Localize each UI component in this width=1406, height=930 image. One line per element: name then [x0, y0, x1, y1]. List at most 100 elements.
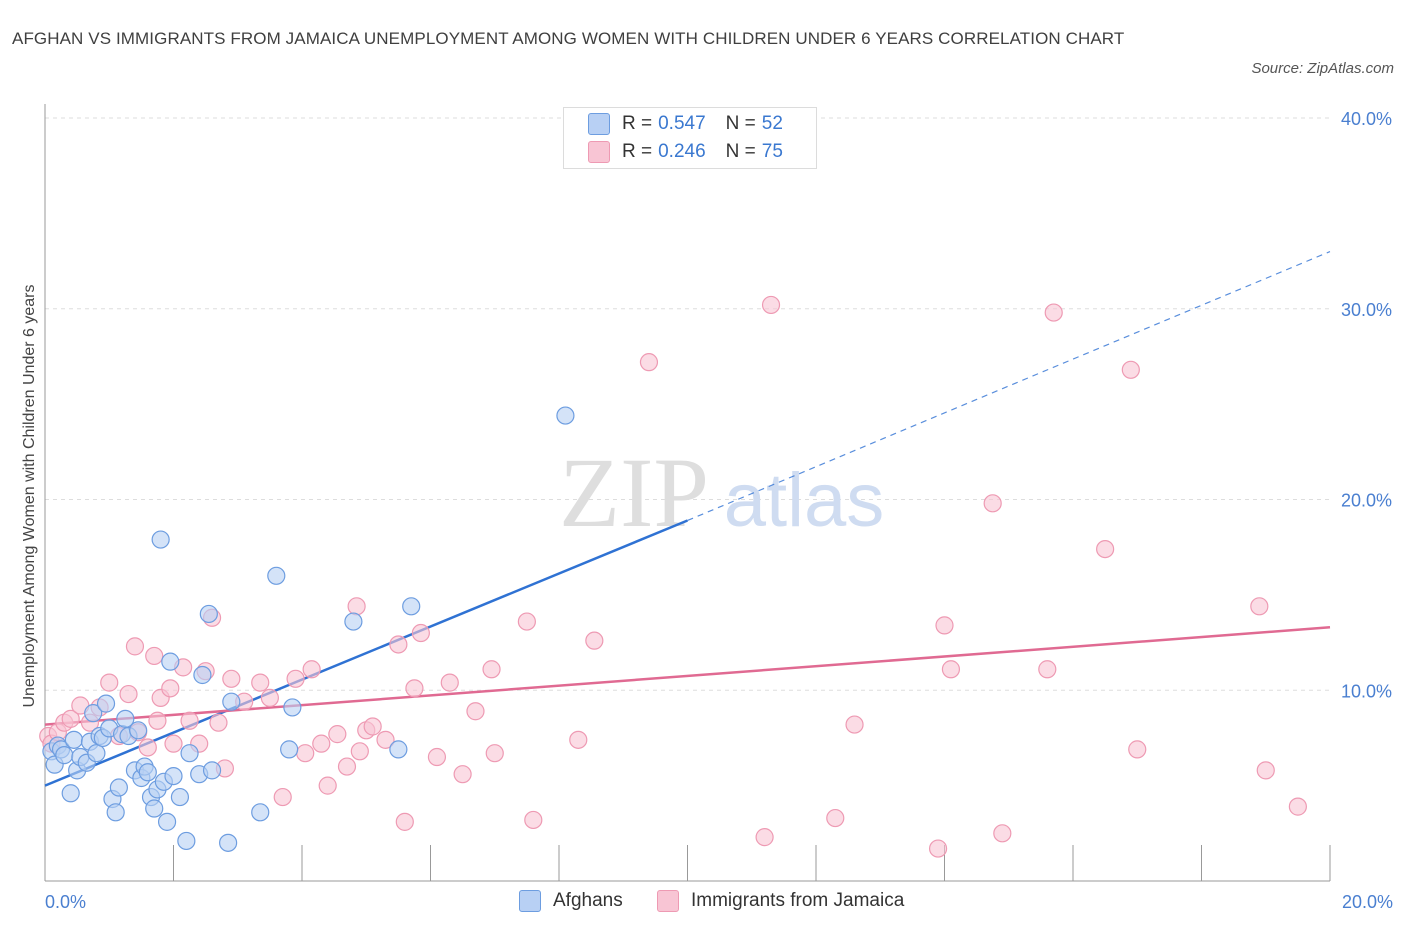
point-jamaica: [1288, 797, 1307, 816]
point-jamaica: [318, 776, 337, 795]
point-afghans: [157, 812, 177, 831]
gridlines: [45, 117, 1330, 691]
point-jamaica: [395, 812, 414, 831]
point-afghans: [280, 740, 299, 759]
point-afghans: [251, 803, 270, 822]
point-afghans: [87, 744, 106, 763]
point-jamaica: [993, 824, 1012, 843]
legend-row-afghans: R = 0.547 N = 52: [588, 110, 783, 138]
point-jamaica: [411, 623, 430, 643]
y-tick-label: 20.0%: [1341, 491, 1392, 511]
point-jamaica: [125, 637, 145, 656]
point-jamaica: [337, 757, 357, 776]
point-jamaica: [1096, 539, 1115, 559]
x-tick-label: 0.0%: [45, 892, 86, 912]
point-jamaica: [826, 808, 845, 828]
legend-r-label: R =: [622, 113, 653, 134]
point-jamaica: [524, 810, 543, 830]
point-jamaica: [983, 494, 1002, 513]
point-afghans: [180, 744, 199, 763]
chart-title: AFGHAN VS IMMIGRANTS FROM JAMAICA UNEMPL…: [12, 29, 1125, 48]
point-jamaica: [138, 738, 157, 757]
point-afghans: [177, 831, 196, 851]
point-jamaica: [440, 673, 459, 692]
point-afghans: [145, 799, 164, 818]
point-jamaica: [928, 839, 948, 858]
y-tick-label: 40.0%: [1341, 109, 1392, 129]
point-afghans: [151, 530, 170, 549]
point-afghans: [556, 406, 575, 425]
point-jamaica: [405, 679, 424, 698]
point-afghans: [61, 784, 80, 803]
trend-extension-afghans: [687, 250, 1331, 522]
stats-legend: R = 0.547 N = 52 R = 0.246 N = 75: [563, 107, 817, 169]
point-jamaica: [286, 669, 305, 688]
point-jamaica: [1044, 303, 1063, 322]
point-jamaica: [61, 709, 80, 728]
legend-r-value-jamaica: 0.246: [658, 141, 706, 162]
point-jamaica: [273, 787, 292, 807]
trend-line-jamaica: [44, 626, 1331, 726]
x-tick-label: 20.0%: [1342, 892, 1393, 912]
point-jamaica: [569, 730, 588, 749]
watermark-zip: ZIP: [559, 437, 709, 548]
point-afghans: [202, 761, 222, 780]
legend-n-value-afghans: 52: [761, 113, 783, 134]
point-jamaica: [1121, 360, 1140, 379]
source-label: Source: ZipAtlas.com: [1251, 60, 1394, 77]
point-jamaica: [585, 631, 604, 650]
point-jamaica: [302, 660, 321, 679]
point-afghans: [161, 652, 180, 671]
point-jamaica: [222, 669, 241, 688]
point-jamaica: [164, 734, 183, 753]
point-afghans: [84, 704, 103, 723]
point-afghans: [199, 604, 218, 624]
point-jamaica: [517, 612, 536, 631]
point-jamaica: [161, 679, 180, 698]
point-jamaica: [639, 353, 659, 372]
point-jamaica: [466, 702, 485, 721]
point-afghans: [96, 694, 116, 713]
point-afghans: [283, 698, 302, 717]
point-afghans: [164, 766, 183, 786]
point-jamaica: [209, 713, 228, 732]
legend-swatch-jamaica: [588, 141, 610, 163]
point-jamaica: [180, 711, 199, 730]
point-afghans: [219, 833, 238, 852]
point-afghans: [170, 787, 190, 807]
point-jamaica: [389, 635, 408, 654]
legend-swatch-afghans: [588, 113, 610, 135]
legend-r-value-afghans: 0.547: [658, 113, 706, 134]
legend-n-label: N =: [725, 141, 756, 162]
point-jamaica: [1128, 740, 1147, 759]
point-jamaica: [376, 730, 395, 749]
legend-item-afghans[interactable]: Afghans: [519, 890, 623, 912]
legend-swatch-jamaica: [657, 890, 679, 912]
legend-r-label: R =: [622, 141, 653, 162]
point-jamaica: [941, 660, 961, 679]
point-jamaica: [1038, 660, 1057, 679]
point-jamaica: [845, 715, 864, 734]
point-afghans: [193, 665, 212, 685]
point-jamaica: [251, 673, 270, 692]
point-jamaica: [312, 734, 331, 753]
point-jamaica: [119, 684, 138, 704]
point-afghans: [389, 740, 408, 759]
point-jamaica: [148, 711, 167, 730]
point-jamaica: [427, 747, 447, 767]
point-afghans: [106, 803, 125, 822]
watermark: ZIP atlas: [559, 437, 884, 548]
point-afghans: [267, 566, 286, 585]
legend-item-jamaica[interactable]: Immigrants from Jamaica: [657, 890, 904, 912]
y-tick-label: 30.0%: [1341, 300, 1392, 320]
point-jamaica: [761, 295, 781, 315]
point-afghans: [402, 597, 421, 616]
point-afghans: [116, 709, 135, 728]
series-legend: Afghans Immigrants from Jamaica: [0, 890, 1406, 914]
point-afghans: [344, 612, 363, 631]
point-jamaica: [100, 673, 119, 692]
tick-labels: 10.0% 20.0% 30.0% 40.0% 0.0% 20.0%: [45, 109, 1393, 912]
y-tick-label: 10.0%: [1341, 681, 1392, 701]
point-jamaica: [363, 717, 382, 736]
